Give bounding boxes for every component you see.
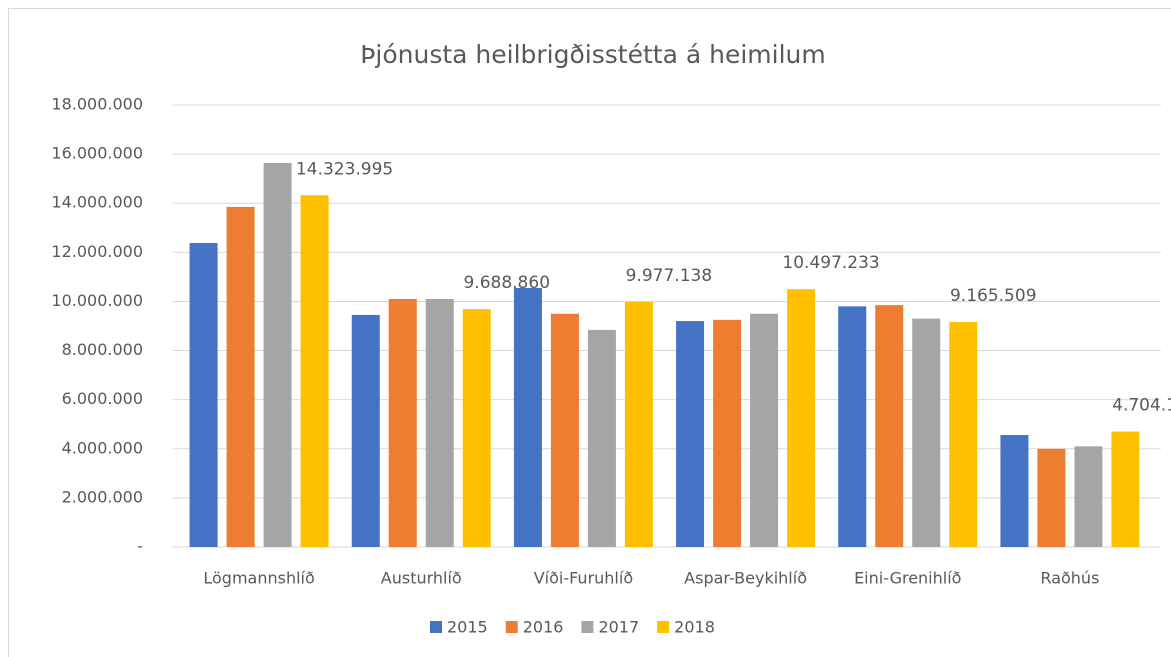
legend-swatch xyxy=(430,621,442,633)
bar xyxy=(263,162,292,547)
y-tick-label: 16.000.000 xyxy=(51,144,143,163)
legend-label: 2018 xyxy=(674,618,715,637)
y-tick-label: 12.000.000 xyxy=(51,242,143,261)
bar xyxy=(425,298,454,547)
bar xyxy=(587,329,616,547)
y-tick-label: 6.000.000 xyxy=(62,389,143,408)
y-tick-label: 8.000.000 xyxy=(62,340,143,359)
x-tick-label: Eini-Grenihlíð xyxy=(854,569,961,588)
bar xyxy=(462,309,491,547)
legend-label: 2015 xyxy=(447,618,488,637)
y-tick-label: 14.000.000 xyxy=(51,193,143,212)
bar xyxy=(388,298,417,547)
y-tick-label: 4.000.000 xyxy=(62,438,143,457)
bar xyxy=(875,305,904,547)
data-label: 14.323.995 xyxy=(296,159,393,179)
bar xyxy=(226,206,255,547)
bar xyxy=(838,306,867,547)
legend-label: 2017 xyxy=(598,618,639,637)
y-tick-label: - xyxy=(137,537,143,556)
y-tick-label: 10.000.000 xyxy=(51,291,143,310)
data-label: 9.977.138 xyxy=(626,266,713,286)
data-label: 4.704.184 xyxy=(1112,395,1171,415)
y-tick-label: 18.000.000 xyxy=(51,95,143,114)
bar xyxy=(787,289,816,547)
bar xyxy=(1074,446,1103,547)
data-label: 9.165.509 xyxy=(950,286,1037,306)
legend-swatch xyxy=(657,621,670,633)
bar xyxy=(1111,431,1140,547)
x-tick-label: Austurhlíð xyxy=(381,569,462,588)
bar xyxy=(351,314,380,547)
bar xyxy=(1037,448,1066,547)
bar xyxy=(912,318,941,547)
legend-swatch xyxy=(581,621,594,633)
bar xyxy=(189,243,218,547)
legend-swatch xyxy=(505,621,518,633)
bar xyxy=(1000,435,1029,547)
data-label: 10.497.233 xyxy=(782,253,879,273)
x-tick-label: Aspar-Beykihlíð xyxy=(684,569,807,588)
x-tick-label: Víði-Furuhlíð xyxy=(534,569,633,588)
bar xyxy=(750,313,779,547)
bar xyxy=(949,321,978,547)
x-tick-label: Raðhús xyxy=(1040,569,1099,588)
legend-label: 2016 xyxy=(523,618,564,637)
bar xyxy=(513,287,542,547)
bar xyxy=(550,313,579,547)
x-tick-label: Lögmannshlíð xyxy=(203,569,314,588)
y-tick-label: 2.000.000 xyxy=(62,487,143,506)
bar xyxy=(676,321,705,547)
chart-title: Þjónusta heilbrigðisstétta á heimilum xyxy=(360,40,825,69)
bar xyxy=(300,195,329,547)
bar xyxy=(624,302,653,547)
bar xyxy=(713,319,742,547)
